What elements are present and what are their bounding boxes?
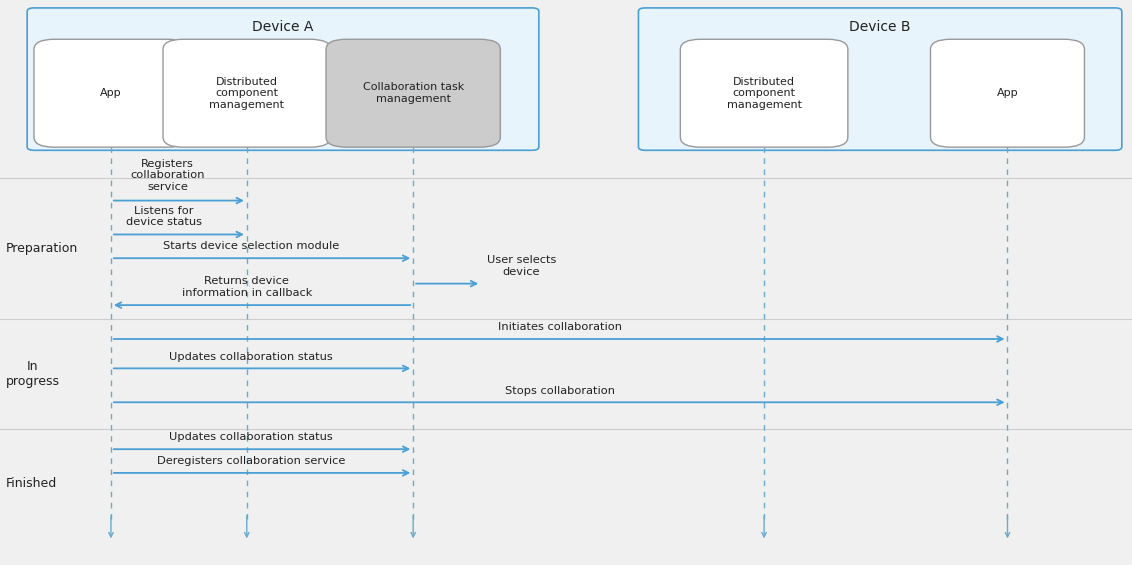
Text: Updates collaboration status: Updates collaboration status: [170, 351, 333, 362]
Text: Initiates collaboration: Initiates collaboration: [498, 322, 623, 332]
Text: Device B: Device B: [849, 20, 911, 34]
FancyBboxPatch shape: [326, 40, 500, 147]
Text: Stops collaboration: Stops collaboration: [505, 385, 616, 396]
Text: Distributed
component
management: Distributed component management: [727, 77, 801, 110]
FancyBboxPatch shape: [638, 8, 1122, 150]
Text: In
progress: In progress: [6, 360, 60, 388]
Text: Device A: Device A: [252, 20, 314, 34]
FancyBboxPatch shape: [163, 40, 331, 147]
Text: Collaboration task
management: Collaboration task management: [362, 82, 464, 104]
FancyBboxPatch shape: [931, 40, 1084, 147]
FancyBboxPatch shape: [680, 40, 848, 147]
Text: Registers
collaboration
service: Registers collaboration service: [130, 159, 205, 192]
Text: Preparation: Preparation: [6, 242, 78, 255]
FancyBboxPatch shape: [27, 8, 539, 150]
Text: Listens for
device status: Listens for device status: [126, 206, 203, 227]
Text: User selects
device: User selects device: [487, 255, 556, 277]
Text: Starts device selection module: Starts device selection module: [163, 241, 340, 251]
FancyBboxPatch shape: [34, 40, 188, 147]
Text: App: App: [100, 88, 122, 98]
Text: Finished: Finished: [6, 476, 57, 490]
Text: Deregisters collaboration service: Deregisters collaboration service: [157, 456, 345, 466]
Text: Returns device
information in callback: Returns device information in callback: [181, 276, 312, 298]
Text: App: App: [996, 88, 1019, 98]
Text: Updates collaboration status: Updates collaboration status: [170, 432, 333, 442]
Text: Distributed
component
management: Distributed component management: [209, 77, 284, 110]
